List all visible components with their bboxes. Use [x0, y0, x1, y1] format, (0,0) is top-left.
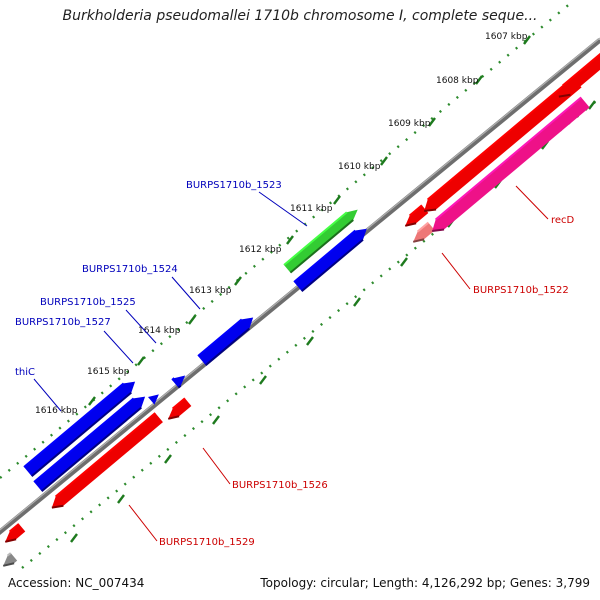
major-tick-8 [188, 315, 196, 325]
leader-line-burps1710b-1529 [128, 504, 158, 542]
outer-tick-track [0, 1, 573, 479]
gene-recd-edge [435, 96, 582, 221]
inner-major-tick-11 [117, 494, 125, 504]
gene-burps1710b-1523-edge [283, 211, 348, 266]
tick-label-2: 1608 kbp [436, 76, 479, 86]
gene-burps1710b-1529-shadow [51, 504, 64, 509]
inner-major-tick-5 [400, 257, 408, 267]
gene-label-burps1710b-1529: BURPS1710b_1529 [159, 537, 255, 548]
tick-label-8: 1614 kbp [138, 326, 181, 336]
major-tick-2 [475, 75, 483, 85]
gene-burps1710b-1524-edge [293, 229, 356, 283]
gene-label-burps1710b-1526: BURPS1710b_1526 [232, 480, 328, 491]
gene-red-small-top [405, 205, 429, 226]
tick-label-1: 1607 kbp [485, 32, 528, 42]
gene-label-burps1710b-1525: BURPS1710b_1525 [40, 297, 136, 308]
inner-major-tick-7 [306, 336, 314, 346]
gene-label-burps1710b-1524: BURPS1710b_1524 [82, 264, 178, 275]
gene-burps1710b-1529 [51, 412, 163, 508]
gene-burps1710b-1527-edge [171, 377, 175, 381]
gene-burps1710b-1526 [168, 398, 192, 419]
leader-line-burps1710b-1524 [171, 276, 201, 310]
inner-major-tick-8 [259, 375, 267, 385]
map-title: Burkholderia pseudomallei 1710b chromoso… [62, 8, 538, 24]
topology-text: Topology: circular; Length: 4,126,292 bp… [260, 576, 590, 590]
tick-label-9: 1615 kbp [87, 367, 130, 377]
gene-thic-edge [23, 382, 125, 468]
gene-burps1710b-1523-shadow [289, 219, 354, 274]
gene-red-edge-shadow [4, 538, 17, 543]
gene-recd-top-shadow [558, 93, 571, 98]
gene-burps1710b-1524-shadow [301, 238, 364, 292]
gene-burps1710b-1522 [413, 222, 435, 242]
inner-major-tick-12 [70, 533, 78, 543]
gene-recd-top [558, 54, 600, 97]
gene-forward-lower [34, 396, 146, 492]
major-tick-9 [137, 356, 145, 366]
gene-burps1710b-1524 [294, 228, 367, 292]
major-tick-5 [333, 195, 341, 205]
major-tick-7 [234, 276, 242, 286]
gene-burps1710b-1525-shadow [205, 327, 251, 366]
genome-backbone [0, 38, 600, 536]
leader-line-thic [33, 378, 62, 412]
major-tick-4 [380, 156, 388, 166]
gene-label-recd: recD [551, 215, 575, 226]
gene-label-thic: thiC [15, 367, 35, 378]
major-tick-6 [286, 235, 294, 245]
tick-label-5: 1611 kbp [290, 204, 333, 214]
leader-line-burps1710b-1526 [202, 447, 231, 485]
tick-label-7: 1613 kbp [189, 286, 232, 296]
gene-burps1710b-1523 [284, 209, 358, 273]
major-tick-3 [428, 117, 436, 127]
gene-burps1710b-1522-edge [417, 221, 430, 233]
gene-label-burps1710b-1523: BURPS1710b_1523 [186, 180, 282, 191]
gene-red-long-top-shadow [424, 208, 437, 212]
leader-line-burps1710b-1527 [103, 330, 134, 364]
gene-recd [432, 97, 590, 231]
inner-major-tick-9 [212, 415, 220, 425]
gene-thic-shadow [31, 391, 132, 477]
tick-label-3: 1609 kbp [388, 119, 431, 129]
gene-thic [24, 381, 136, 477]
gene-small-forward [148, 394, 159, 405]
leader-line-burps1710b-1522 [441, 252, 471, 290]
gene-recd-top-edge [562, 52, 600, 87]
gene-recd-shadow [432, 228, 445, 232]
gene-red-long-top [424, 77, 582, 211]
leader-line-recd [515, 185, 549, 220]
accession-text: Accession: NC_007434 [8, 576, 145, 590]
gene-burps1710b-1525 [198, 317, 254, 366]
gene-label-burps1710b-1522: BURPS1710b_1522 [473, 285, 569, 296]
gene-label-burps1710b-1527: BURPS1710b_1527 [15, 317, 111, 328]
gene-burps1710b-1522-shadow [412, 238, 425, 243]
gene-grey-edge-shadow [2, 562, 15, 567]
gene-red-small-top-edge [409, 204, 423, 217]
gene-forward-lower-shadow [41, 406, 142, 492]
leader-line-burps1710b-1525 [125, 309, 157, 344]
gene-forward-lower-edge [33, 397, 135, 483]
gene-burps1710b-1529-edge [55, 412, 156, 498]
gene-burps1710b-1527 [172, 375, 186, 388]
gene-burps1710b-1526-edge [172, 397, 186, 410]
gene-red-edge [5, 523, 26, 542]
major-tick-1 [523, 35, 531, 45]
genome-backbone-highlight [0, 37, 600, 531]
tick-label-6: 1612 kbp [239, 245, 282, 255]
gene-burps1710b-1526-shadow [167, 415, 180, 420]
inner-major-tick-10 [164, 454, 172, 464]
tick-label-10: 1616 kbp [35, 406, 78, 416]
gene-burps1710b-1527-shadow [177, 384, 182, 389]
inner-major-tick-1 [588, 100, 596, 110]
gene-red-small-top-shadow [404, 222, 417, 227]
gene-red-long-top-edge [427, 76, 574, 201]
leader-line-burps1710b-1523 [258, 191, 308, 227]
gene-red-edge-edge [9, 523, 20, 533]
inner-major-tick-6 [353, 297, 361, 307]
gene-burps1710b-1525-edge [197, 318, 243, 357]
major-tick-10 [88, 396, 96, 406]
tick-label-4: 1610 kbp [338, 162, 381, 172]
gene-grey-edge-edge [7, 552, 12, 557]
